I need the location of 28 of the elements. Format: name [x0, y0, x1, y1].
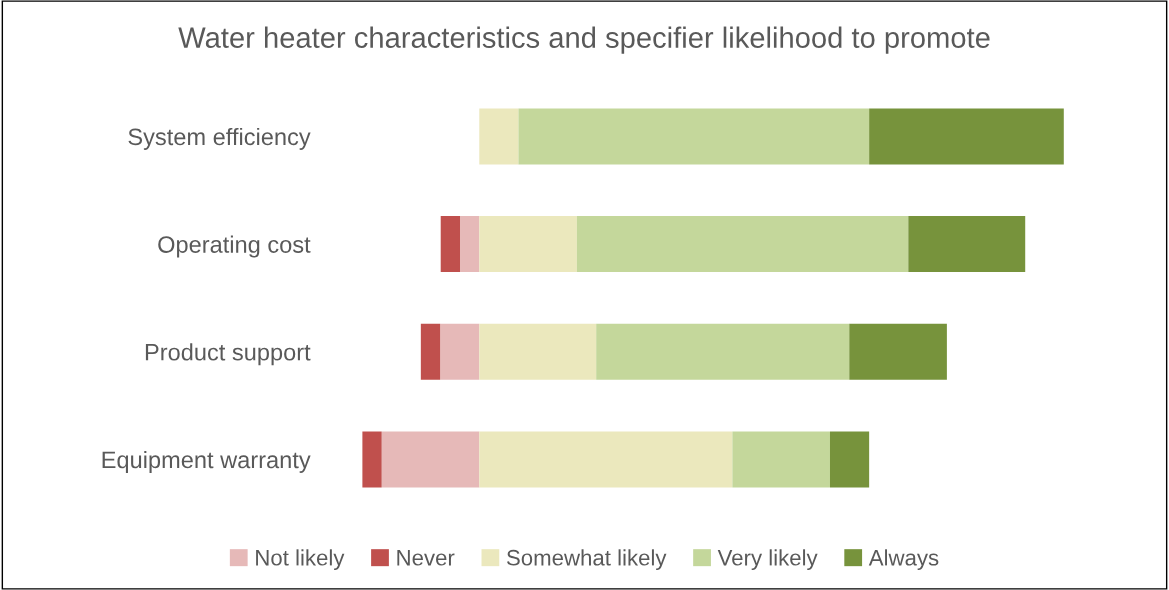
bar	[381, 431, 480, 488]
bar	[596, 323, 850, 380]
bar	[440, 323, 480, 380]
y-tick-label: Product support	[145, 343, 311, 366]
bar	[479, 323, 597, 380]
bar	[576, 216, 909, 273]
bar	[479, 431, 733, 488]
bar	[479, 108, 519, 165]
legend-label: Very likely	[717, 549, 818, 570]
y-tick-label: Operating cost	[158, 235, 311, 258]
chart-title: Water heater characteristics and specifier likelihood to promote	[178, 26, 990, 54]
y-tick-label: Equipment warranty	[102, 450, 311, 473]
bar	[908, 216, 1026, 273]
legend-label: Somewhat likely	[506, 549, 667, 570]
bar	[869, 108, 1064, 165]
bar	[460, 216, 480, 273]
legend-label: Not likely	[256, 549, 345, 570]
bar	[362, 431, 382, 488]
bar	[440, 216, 460, 273]
bar	[829, 431, 870, 488]
bar	[732, 431, 830, 488]
bar	[479, 216, 577, 273]
bar	[518, 108, 870, 165]
legend-label: Never	[397, 550, 455, 566]
bar	[420, 323, 441, 380]
legend-label: Always	[868, 549, 939, 570]
y-tick-label: System efficiency	[128, 127, 311, 150]
bar	[849, 323, 947, 380]
